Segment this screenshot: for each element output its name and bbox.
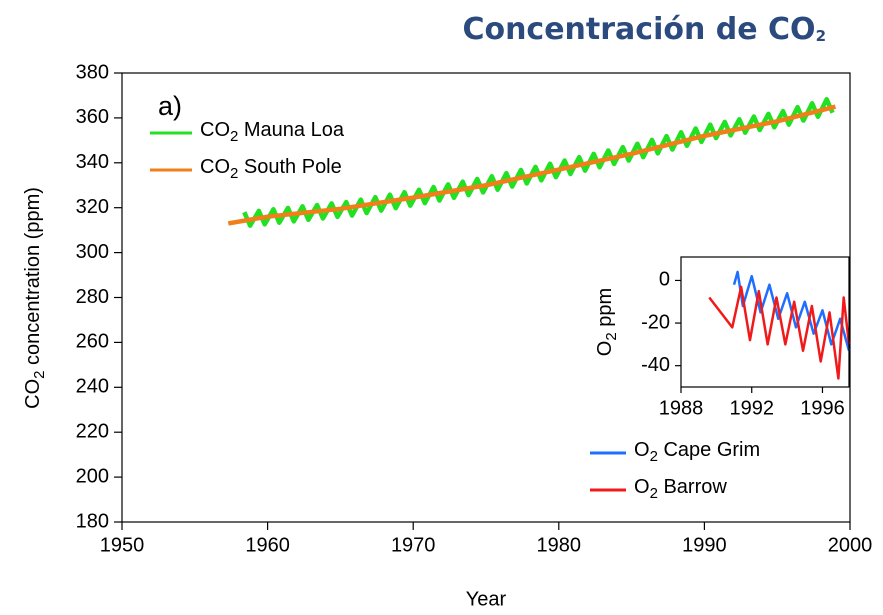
y-tick-label: 240 <box>76 376 109 398</box>
inset-x-tick-label: 1988 <box>659 397 704 419</box>
y-tick-label: 220 <box>76 420 109 442</box>
y-tick-label: 320 <box>76 196 109 218</box>
x-tick-label: 1990 <box>682 534 727 556</box>
y-tick-label: 360 <box>76 106 109 128</box>
inset-x-tick-label: 1992 <box>729 397 774 419</box>
x-tick-label: 1950 <box>100 534 145 556</box>
y-tick-label: 200 <box>76 465 109 487</box>
x-axis-label: Year <box>466 588 507 610</box>
y-tick-label: 180 <box>76 510 109 532</box>
y-tick-label: 300 <box>76 241 109 263</box>
y-tick-label: 280 <box>76 286 109 308</box>
inset-series-line <box>732 270 851 352</box>
panel-label: a) <box>158 91 182 121</box>
y-tick-label: 340 <box>76 151 109 173</box>
x-tick-label: 2000 <box>828 534 873 556</box>
series-line <box>227 104 836 226</box>
y-tick-label: 380 <box>76 61 109 83</box>
x-tick-label: 1970 <box>391 534 436 556</box>
inset-legend-label: O2 Cape Grim <box>634 439 760 465</box>
inset-y-axis-label: O2 ppm <box>594 288 620 356</box>
y-tick-label: 260 <box>76 331 109 353</box>
x-tick-label: 1980 <box>537 534 582 556</box>
chart-title: Concentración de CO2 <box>462 12 826 47</box>
legend-label: CO2 Mauna Loa <box>200 119 345 145</box>
inset-series-line <box>708 285 851 380</box>
inset-y-tick-label: -40 <box>641 354 670 376</box>
y-axis-label: CO2 concentration (ppm) <box>22 187 48 409</box>
plot-frame <box>121 72 851 523</box>
legend-label: CO2 South Pole <box>200 156 342 182</box>
inset-legend-label: O2 Barrow <box>634 476 727 502</box>
inset-y-tick-label: 0 <box>659 269 670 291</box>
inset-x-tick-label: 1996 <box>800 397 845 419</box>
x-tick-label: 1960 <box>245 534 290 556</box>
inset-plot-frame <box>680 256 850 388</box>
inset-y-tick-label: -20 <box>641 311 670 333</box>
